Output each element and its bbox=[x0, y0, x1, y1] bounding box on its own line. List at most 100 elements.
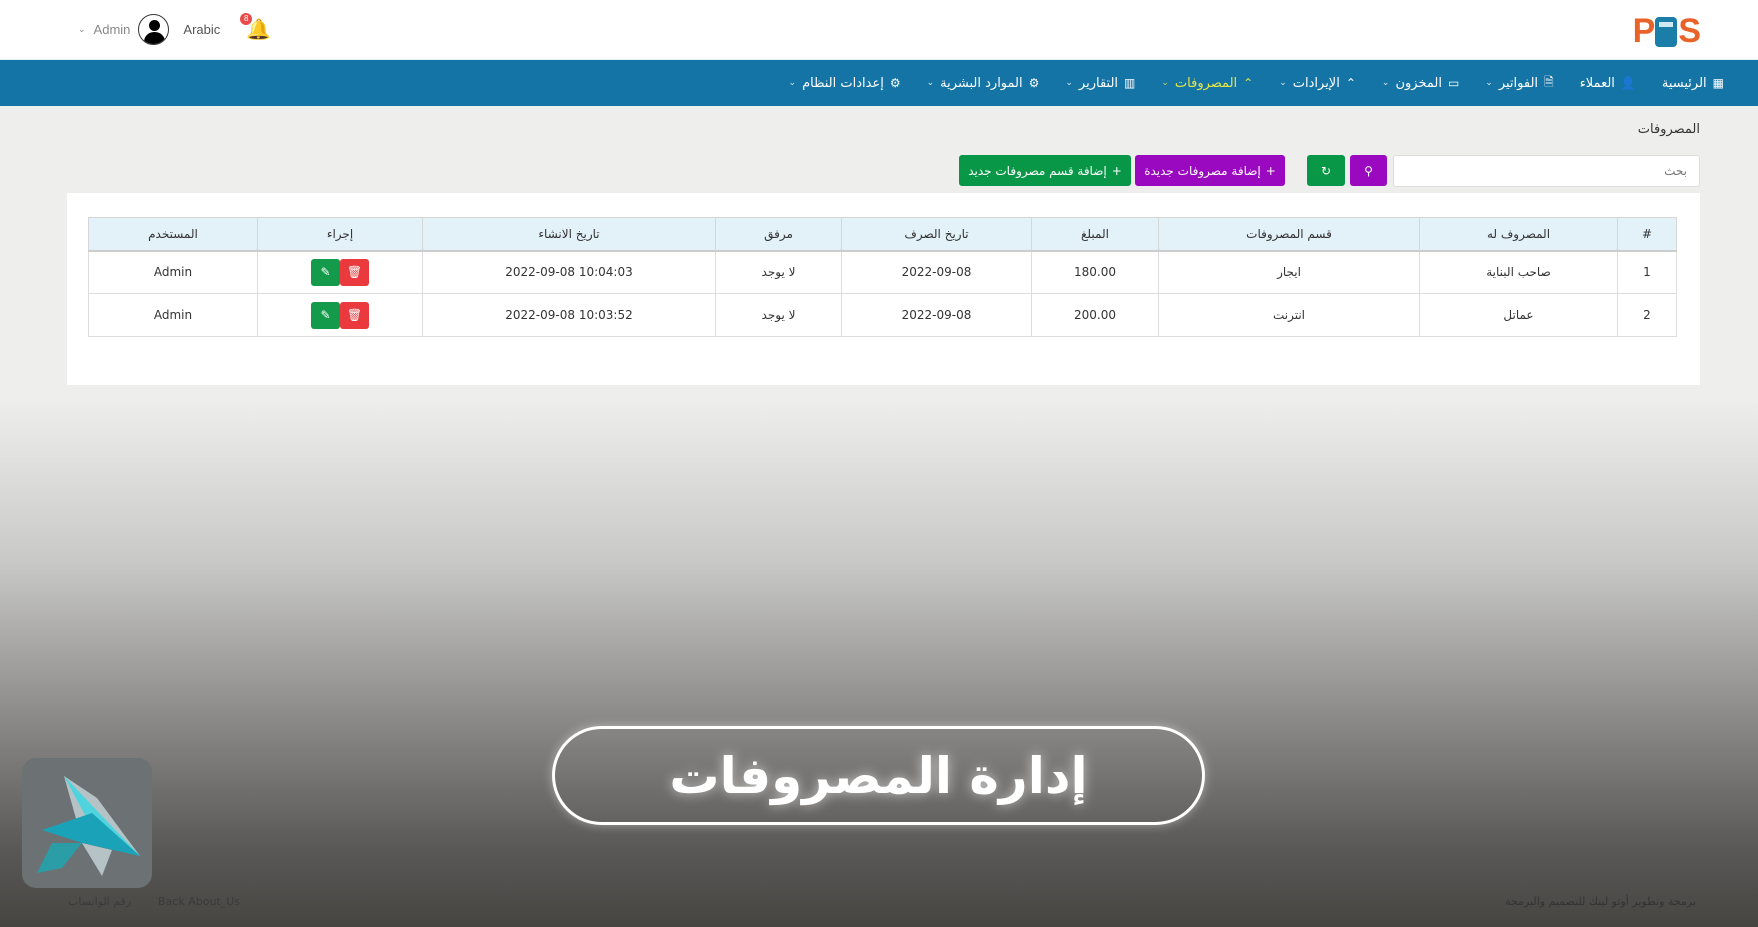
edit-button[interactable]: ✎ bbox=[311, 258, 340, 286]
column-header: المستخدم bbox=[88, 217, 258, 252]
delete-button[interactable]: 🗑 bbox=[340, 258, 369, 286]
table-cell: 2 bbox=[1617, 293, 1677, 337]
chevron-down-icon: ⌄ bbox=[1065, 78, 1073, 88]
chevron-down-icon: ⌄ bbox=[1485, 78, 1493, 88]
nav-label: الفواتير bbox=[1498, 75, 1539, 91]
table-cell: ايجار bbox=[1158, 250, 1420, 294]
chevrons-up-icon: ⌃ bbox=[1345, 76, 1356, 90]
table-cell: انترنت bbox=[1158, 293, 1420, 337]
page-title: المصروفات bbox=[1637, 122, 1700, 137]
table-cell: 200.00 bbox=[1031, 293, 1159, 337]
refresh-icon: ↻ bbox=[1320, 163, 1332, 178]
paper-plane-icon bbox=[37, 776, 140, 876]
table-cell: 10:04:03 2022-09-08 bbox=[422, 250, 716, 294]
column-header: قسم المصروفات bbox=[1158, 217, 1420, 252]
column-header: # bbox=[1617, 217, 1677, 252]
nav-label: إعدادات النظام bbox=[802, 75, 884, 91]
nav-label: المخزون bbox=[1395, 75, 1442, 91]
table-cell: صاحب البناية bbox=[1419, 250, 1618, 294]
nav-item[interactable]: ▦ الرئيسية bbox=[1662, 76, 1724, 91]
table-row: 1 صاحب البناية ايجار 180.00 2022-09-08 لا يوج… bbox=[88, 250, 1677, 294]
column-header: تاريخ الصرف bbox=[841, 217, 1032, 252]
calculator-icon bbox=[1655, 16, 1678, 47]
gear-icon: ⚙ bbox=[1028, 76, 1040, 90]
nav-item[interactable]: ▥ التقارير ⌄ bbox=[1065, 76, 1135, 91]
actions-cell: 🗑✎ bbox=[257, 250, 423, 294]
plus-icon: + bbox=[1111, 163, 1122, 178]
dashboard-icon: ▦ bbox=[1712, 76, 1724, 90]
chevron-down-icon: ⌄ bbox=[788, 78, 797, 88]
nav-item[interactable]: 🗎 الفواتير ⌄ bbox=[1485, 73, 1553, 94]
chevrons-up-icon: ⌃ bbox=[1243, 76, 1254, 90]
search-icon: ⚲ bbox=[1364, 163, 1373, 178]
column-header: مرفق bbox=[715, 217, 842, 252]
column-header: المصروف له bbox=[1419, 217, 1618, 252]
nav-label: الموارد البشرية bbox=[940, 75, 1023, 91]
edit-icon: ✎ bbox=[320, 264, 331, 279]
column-header: تاريخ الانشاء bbox=[422, 217, 716, 252]
language-switch[interactable]: Arabic bbox=[183, 22, 221, 37]
table-row: 2 عماتل انترنت 200.00 2022-09-08 لا يوجد 10:03… bbox=[88, 293, 1677, 337]
delete-button[interactable]: 🗑 bbox=[340, 301, 369, 329]
table-cell: عماتل bbox=[1419, 293, 1618, 337]
search-input[interactable] bbox=[1393, 155, 1700, 187]
refresh-button[interactable]: ↻ bbox=[1307, 155, 1345, 186]
user-area: ⌄ Admin Arabic 🔔 8 bbox=[78, 13, 271, 45]
add-expense-button[interactable]: + إضافة مصروفات جديدة bbox=[1135, 155, 1285, 186]
column-header: إجراء bbox=[257, 217, 423, 252]
chevron-down-icon: ⌄ bbox=[1381, 78, 1390, 88]
edit-button[interactable]: ✎ bbox=[311, 301, 340, 329]
table-cell: 2022-09-08 bbox=[841, 250, 1032, 294]
banner-title: إدارة المصروفات bbox=[552, 726, 1205, 825]
nav-item[interactable]: 👤 العملاء bbox=[1580, 76, 1636, 91]
gear-icon: ⚙ bbox=[889, 76, 901, 90]
table-cell: لا يوجد bbox=[715, 293, 842, 337]
app-logo bbox=[22, 758, 152, 888]
nav-item[interactable]: ⚙ الموارد البشرية ⌄ bbox=[927, 76, 1040, 91]
nav-item[interactable]: ⌃ الإيرادات ⌄ bbox=[1279, 76, 1356, 91]
expenses-card: # المصروف له قسم المصروفات المبلغ تاريخ الصر… bbox=[67, 193, 1700, 385]
add-category-label: إضافة قسم مصروفات جديد bbox=[968, 163, 1107, 178]
edit-icon: ✎ bbox=[320, 307, 331, 322]
footer-credit: برمجة وتطوير أوتو لينك للتصميم والبرمجة bbox=[1505, 895, 1696, 908]
nav-label: المصروفات bbox=[1174, 75, 1238, 91]
actions-cell: 🗑✎ bbox=[257, 293, 423, 337]
table-cell: Admin bbox=[88, 293, 258, 337]
chevron-down-icon: ⌄ bbox=[1279, 78, 1287, 88]
add-expense-label: إضافة مصروفات جديدة bbox=[1144, 163, 1261, 178]
nav-label: الإيرادات bbox=[1292, 75, 1340, 91]
chevron-down-icon: ⌄ bbox=[926, 78, 935, 88]
nav-item[interactable]: ▭ المخزون ⌄ bbox=[1382, 76, 1459, 91]
table-cell: 1 bbox=[1617, 250, 1677, 294]
table-cell: 2022-09-08 bbox=[841, 293, 1032, 337]
table-cell: 10:03:52 2022-09-08 bbox=[422, 293, 716, 337]
trash-icon: 🗑 bbox=[346, 307, 363, 322]
search-button[interactable]: ⚲ bbox=[1350, 155, 1387, 186]
nav-item[interactable]: ⌃ المصروفات ⌄ bbox=[1161, 76, 1253, 91]
bell-icon[interactable]: 🔔 8 bbox=[240, 13, 271, 42]
file-icon: 🗎 bbox=[1544, 74, 1554, 89]
table-cell: لا يوجد bbox=[715, 250, 842, 294]
chevron-down-icon: ⌄ bbox=[1161, 78, 1169, 88]
notification-badge: 8 bbox=[240, 13, 253, 25]
avatar[interactable] bbox=[138, 14, 170, 45]
store-icon: ▭ bbox=[1447, 76, 1460, 90]
user-icon: 👤 bbox=[1620, 76, 1636, 90]
chevron-down-icon[interactable]: ⌄ bbox=[78, 24, 86, 34]
plus-icon: + bbox=[1265, 163, 1276, 178]
chart-icon: ▥ bbox=[1124, 76, 1136, 90]
whatsapp-link[interactable]: رقم الواتساب bbox=[68, 895, 132, 908]
trash-icon: 🗑 bbox=[346, 264, 363, 279]
main-nav: ▦ الرئيسية 👤 العملاء 🗎 الفواتير ⌄ ▭ المخزون ⌄ ⌃ الإ… bbox=[0, 60, 1758, 106]
nav-item[interactable]: ⚙ إعدادات النظام ⌄ bbox=[789, 76, 901, 91]
user-menu[interactable]: Admin bbox=[93, 22, 131, 37]
column-header: المبلغ bbox=[1031, 217, 1159, 252]
about-link[interactable]: Back About_Us bbox=[158, 895, 241, 908]
nav-label: الرئيسية bbox=[1661, 75, 1707, 91]
add-category-button[interactable]: + إضافة قسم مصروفات جديد bbox=[959, 155, 1131, 186]
nav-label: التقارير bbox=[1078, 75, 1119, 91]
table-cell: Admin bbox=[88, 250, 258, 294]
table-cell: 180.00 bbox=[1031, 250, 1159, 294]
